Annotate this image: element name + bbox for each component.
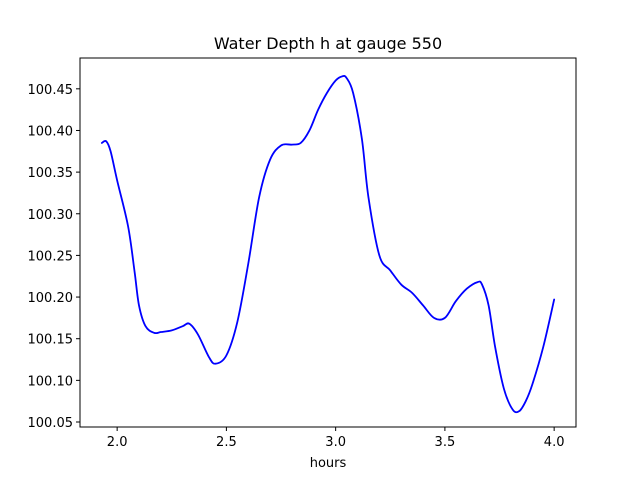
x-axis-ticks: 2.0 2.5 3.0 3.5 4.0 [107, 427, 565, 450]
y-tick-label: 100.20 [28, 291, 74, 306]
y-tick-label: 100.45 [28, 83, 74, 98]
y-tick-label: 100.15 [28, 333, 74, 348]
y-tick-label: 100.35 [28, 166, 74, 181]
x-axis-label: hours [310, 456, 347, 471]
chart-title: Water Depth h at gauge 550 [214, 34, 442, 53]
y-tick-label: 100.30 [28, 208, 74, 223]
x-tick-label: 2.5 [216, 435, 237, 450]
plot-area [100, 75, 556, 414]
y-tick-label: 100.40 [28, 124, 74, 139]
y-axis-ticks: 100.05 100.10 100.15 100.20 100.25 100.30 100.… [28, 83, 80, 431]
y-tick-label: 100.10 [28, 374, 74, 389]
x-tick-label: 4.0 [544, 435, 565, 450]
axes-frame [79, 57, 577, 428]
series-line [100, 75, 556, 414]
y-tick-label: 100.05 [28, 416, 74, 431]
x-tick-label: 3.0 [325, 435, 346, 450]
x-tick-label: 3.5 [435, 435, 456, 450]
x-tick-label: 2.0 [107, 435, 128, 450]
y-tick-label: 100.25 [28, 249, 74, 264]
